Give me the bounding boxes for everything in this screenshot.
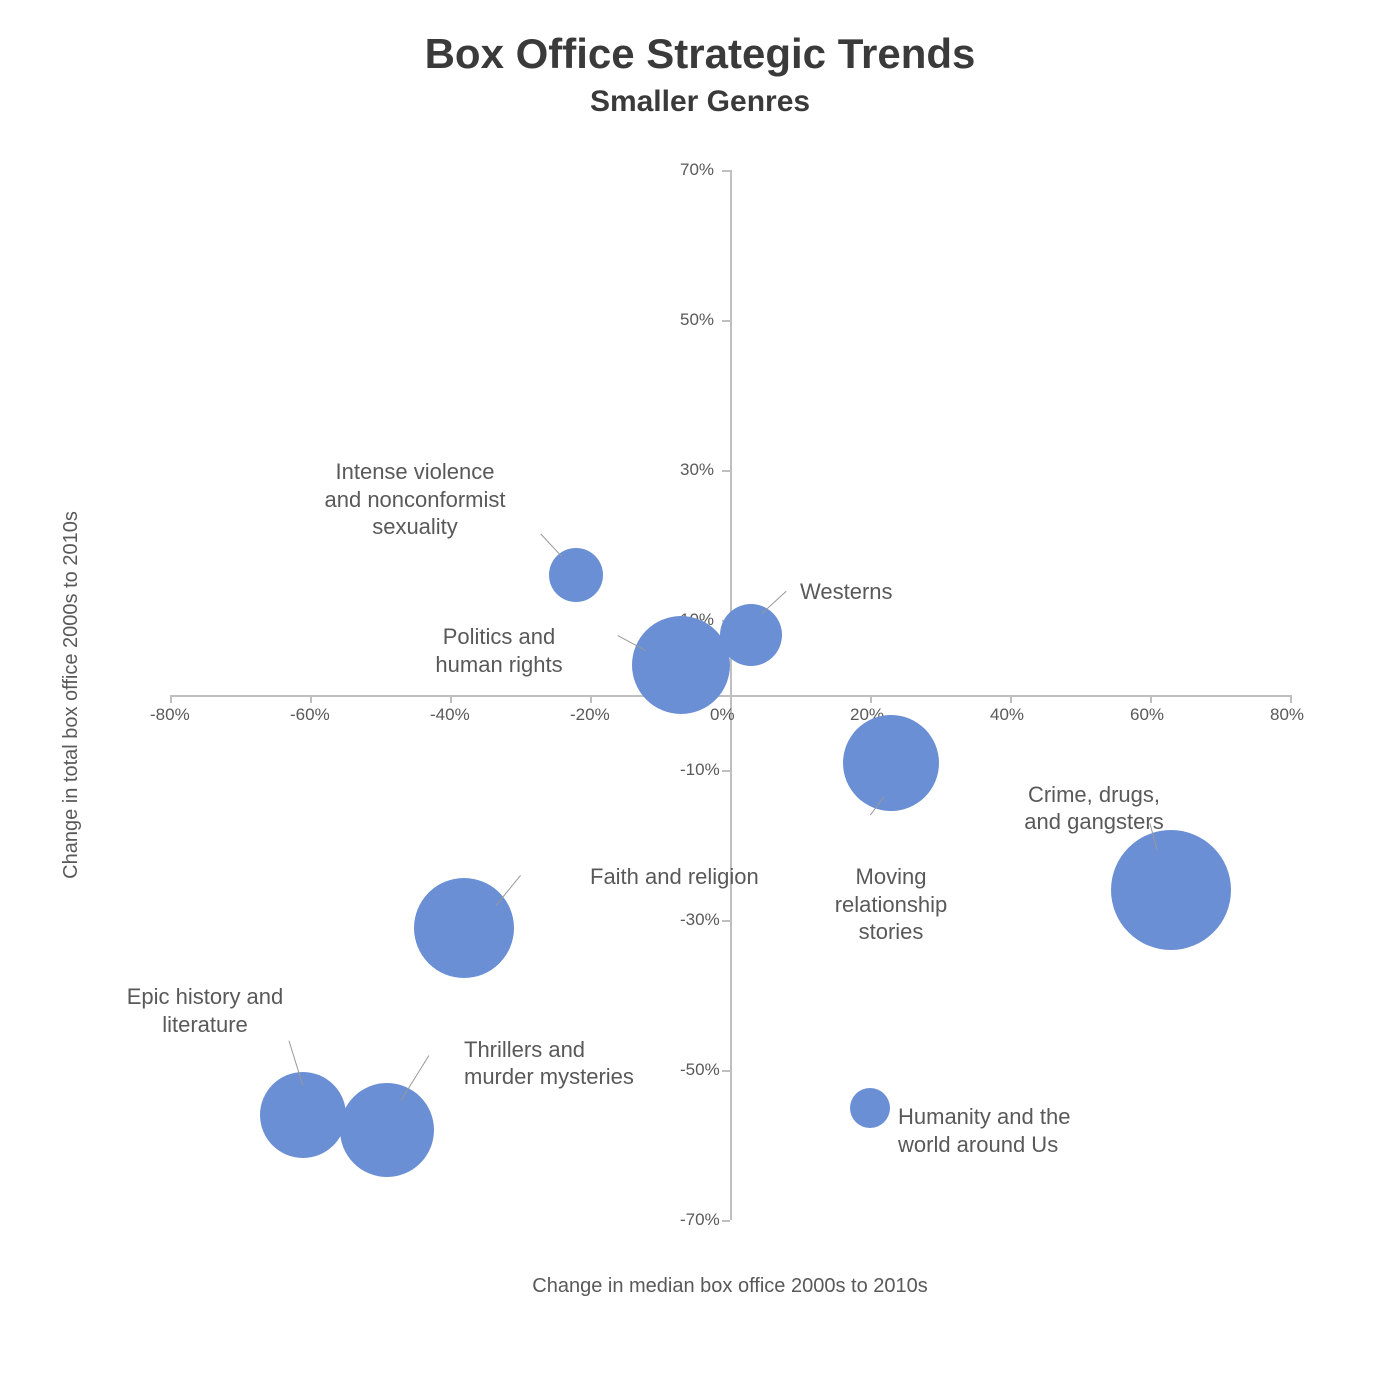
x-tick-label: -20% <box>570 705 610 725</box>
x-axis-title: Change in median box office 2000s to 201… <box>170 1275 1290 1298</box>
x-tick <box>1290 695 1292 703</box>
y-tick-label: -30% <box>680 910 720 930</box>
x-tick <box>870 695 872 703</box>
x-tick-label: 40% <box>990 705 1024 725</box>
bubble <box>414 878 514 978</box>
bubble-chart: Box Office Strategic Trends Smaller Genr… <box>0 0 1400 1400</box>
y-tick <box>722 470 730 472</box>
x-tick-label: 80% <box>1270 705 1304 725</box>
y-axis-title: Change in total box office 2000s to 2010… <box>60 495 83 895</box>
y-tick-label: 50% <box>680 310 714 330</box>
y-tick <box>722 770 730 772</box>
x-tick <box>730 695 732 703</box>
y-tick-label: 30% <box>680 460 714 480</box>
bubble <box>1111 830 1231 950</box>
bubble <box>843 715 939 811</box>
y-tick-label: -50% <box>680 1060 720 1080</box>
y-tick <box>722 170 730 172</box>
chart-subtitle: Smaller Genres <box>0 85 1400 119</box>
bubble <box>850 1088 890 1128</box>
x-tick-label: -40% <box>430 705 470 725</box>
y-tick-label: -70% <box>680 1210 720 1230</box>
y-tick <box>722 920 730 922</box>
y-tick <box>722 1220 730 1222</box>
y-tick-label: 70% <box>680 160 714 180</box>
y-tick <box>722 1070 730 1072</box>
x-tick <box>1010 695 1012 703</box>
bubble-label: Intense violenceand nonconformistsexuali… <box>315 458 515 541</box>
plot-area: -80%-60%-40%-20%0%20%40%60%80%-70%-50%-3… <box>170 170 1290 1220</box>
y-tick-label: -10% <box>680 760 720 780</box>
x-tick-label: 0% <box>710 705 735 725</box>
bubble-label: Movingrelationshipstories <box>791 863 991 946</box>
x-tick <box>450 695 452 703</box>
x-tick-label: 60% <box>1130 705 1164 725</box>
x-tick <box>310 695 312 703</box>
x-tick <box>590 695 592 703</box>
x-tick-label: -80% <box>150 705 190 725</box>
bubble-label: Thrillers andmurder mysteries <box>464 1036 634 1091</box>
bubble <box>549 548 603 602</box>
leader-line <box>761 590 786 613</box>
y-tick <box>722 320 730 322</box>
bubble-label: Epic history andliterature <box>105 983 305 1038</box>
bubble-label: Humanity and theworld around Us <box>898 1103 1070 1158</box>
x-tick <box>1150 695 1152 703</box>
bubble <box>632 616 730 714</box>
x-tick <box>170 695 172 703</box>
bubble <box>340 1083 434 1177</box>
leader-line <box>495 875 520 906</box>
chart-title: Box Office Strategic Trends <box>0 30 1400 78</box>
bubble-label: Faith and religion <box>590 863 759 891</box>
bubble-label: Politics andhuman rights <box>399 623 599 678</box>
x-tick-label: -60% <box>290 705 330 725</box>
bubble-label: Crime, drugs,and gangsters <box>994 781 1194 836</box>
leader-line <box>541 534 563 557</box>
bubble-label: Westerns <box>800 578 893 606</box>
